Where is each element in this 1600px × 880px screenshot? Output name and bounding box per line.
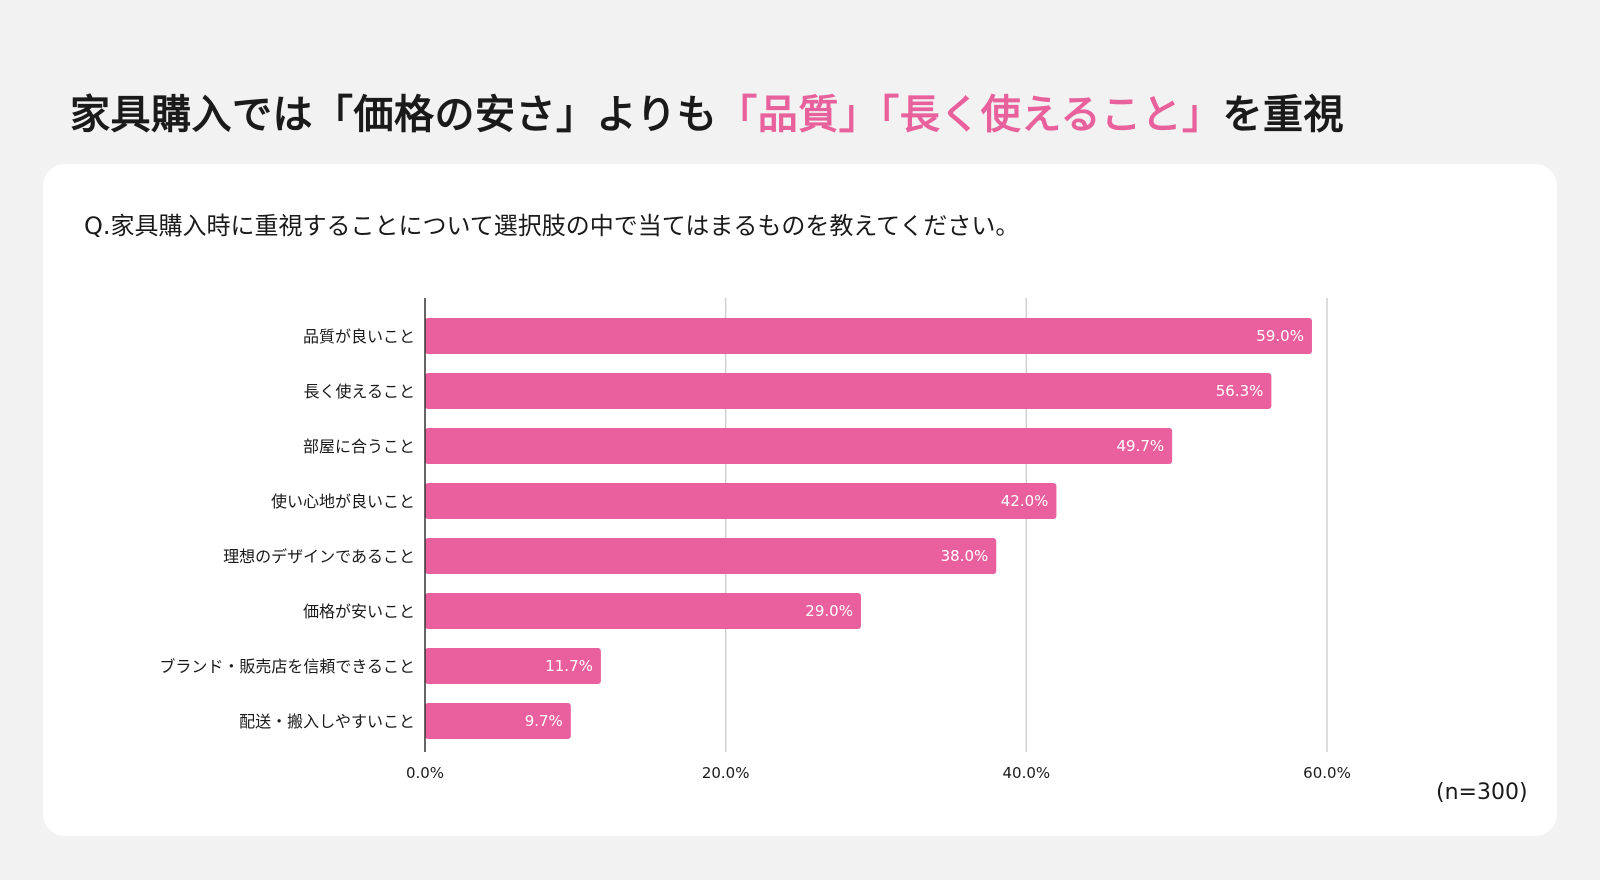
sample-size-note: (n=300) bbox=[1436, 780, 1528, 805]
headline: 家具購入では「価格の安さ」よりも「品質」「長く使えること」を重視 bbox=[70, 82, 1344, 140]
value-label-2: 56.3% bbox=[1216, 382, 1264, 400]
headline-accent-quality: 「品質」 bbox=[717, 92, 880, 138]
bar-7 bbox=[425, 648, 601, 684]
category-label-3: 部屋に合うこと bbox=[303, 437, 415, 456]
headline-part-1: 家具購入では「価格の安さ」よりも bbox=[70, 92, 718, 138]
category-label-6: 価格が安いこと bbox=[303, 602, 415, 621]
x-tick-label-0: 0.0% bbox=[406, 764, 444, 782]
value-label-1: 59.0% bbox=[1256, 327, 1304, 345]
bar-1 bbox=[425, 318, 1312, 354]
value-label-4: 42.0% bbox=[1001, 492, 1049, 510]
category-label-7: ブランド・販売店を信頼できること bbox=[159, 657, 415, 676]
value-label-6: 29.0% bbox=[805, 602, 853, 620]
x-tick-label-20: 20.0% bbox=[702, 764, 750, 782]
category-label-1: 品質が良いこと bbox=[303, 327, 415, 346]
category-label-8: 配送・搬入しやすいこと bbox=[239, 712, 415, 731]
value-label-7: 11.7% bbox=[545, 657, 593, 675]
category-label-5: 理想のデザインであること bbox=[223, 547, 415, 566]
bar-4 bbox=[425, 483, 1057, 519]
value-label-3: 49.7% bbox=[1117, 437, 1165, 455]
bar-3 bbox=[425, 428, 1173, 464]
bar-6 bbox=[425, 593, 861, 629]
category-label-4: 使い心地が良いこと bbox=[271, 492, 415, 511]
bar-2 bbox=[425, 373, 1272, 409]
bar-5 bbox=[425, 538, 997, 574]
headline-part-2: を重視 bbox=[1222, 92, 1345, 138]
value-label-5: 38.0% bbox=[941, 547, 989, 565]
value-label-8: 9.7% bbox=[525, 712, 563, 730]
headline-accent-durability: 「長く使えること」 bbox=[879, 92, 1223, 138]
category-label-2: 長く使えること bbox=[303, 382, 415, 401]
question-text: Q.家具購入時に重視することについて選択肢の中で当てはまるものを教えてください。 bbox=[84, 212, 1020, 240]
bar-8 bbox=[425, 703, 571, 739]
x-tick-label-60: 60.0% bbox=[1303, 764, 1351, 782]
x-tick-label-40: 40.0% bbox=[1003, 764, 1051, 782]
